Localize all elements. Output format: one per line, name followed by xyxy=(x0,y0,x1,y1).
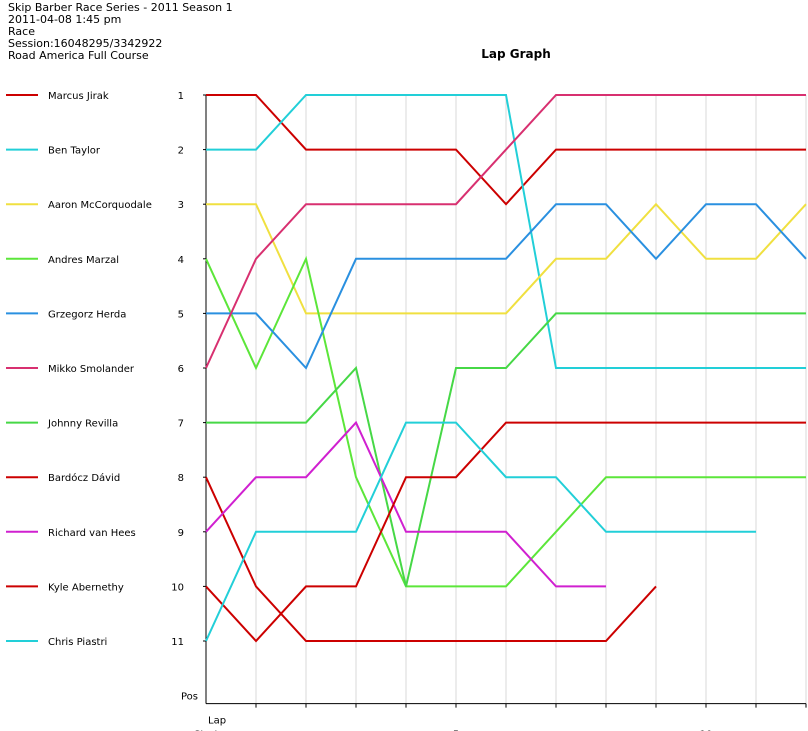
series-line xyxy=(206,94,806,369)
y-tick-label: 5 xyxy=(178,309,184,320)
x-tick-label: 5 xyxy=(453,730,459,731)
session-type: Race xyxy=(8,25,35,38)
session-header: Skip Barber Race Series - 2011 Season 1 … xyxy=(8,2,233,62)
series-name: Skip Barber Race Series - 2011 Season 1 xyxy=(8,1,233,14)
x-axis-label: Lap xyxy=(208,716,226,727)
chart-title: Lap Graph xyxy=(481,47,551,61)
legend-entry: Kyle Abernethy xyxy=(48,582,124,593)
y-tick-label: 6 xyxy=(178,364,184,375)
y-tick-label: 4 xyxy=(178,255,184,266)
legend-entry: Andres Marzal xyxy=(48,255,119,266)
legend-entry: Bardócz Dávid xyxy=(48,472,120,484)
series-line xyxy=(205,255,806,588)
series-line xyxy=(205,94,806,369)
legend-entry: Grzegorz Herda xyxy=(48,309,126,320)
series-line xyxy=(206,202,807,315)
x-tick-label: 10 xyxy=(700,730,713,731)
series-line xyxy=(205,420,606,588)
series-line xyxy=(206,203,807,370)
y-tick-label: 8 xyxy=(178,473,184,484)
y-tick-label: 2 xyxy=(178,146,184,157)
legend-entry: Ben Taylor xyxy=(48,146,101,157)
series-line xyxy=(206,312,806,587)
y-tick-label: 11 xyxy=(171,637,184,648)
session-datetime: 2011-04-08 1:45 pm xyxy=(8,13,122,26)
y-axis-label: Pos xyxy=(181,692,198,703)
legend-entry: Mikko Smolander xyxy=(48,364,135,375)
legend-entry: Johnny Revilla xyxy=(47,419,118,430)
series-line xyxy=(206,94,806,206)
series-line xyxy=(205,421,756,642)
y-tick-label: 1 xyxy=(178,91,184,102)
series-line xyxy=(205,421,806,643)
series-line xyxy=(205,476,657,642)
y-tick-label: 10 xyxy=(171,582,184,593)
legend-entry: Marcus Jirak xyxy=(48,91,109,102)
y-tick-label: 9 xyxy=(178,528,184,539)
legend-entry: Richard van Hees xyxy=(48,528,136,539)
legend-entry: Chris Piastri xyxy=(48,637,107,648)
y-tick-label: 3 xyxy=(178,200,184,211)
track-name: Road America Full Course xyxy=(8,49,149,62)
y-tick-label: 7 xyxy=(178,419,184,430)
legend-entry: Aaron McCorquodale xyxy=(48,200,152,211)
x-tick-label: Start xyxy=(194,730,219,731)
session-id: Session:16048295/3342922 xyxy=(8,37,163,50)
